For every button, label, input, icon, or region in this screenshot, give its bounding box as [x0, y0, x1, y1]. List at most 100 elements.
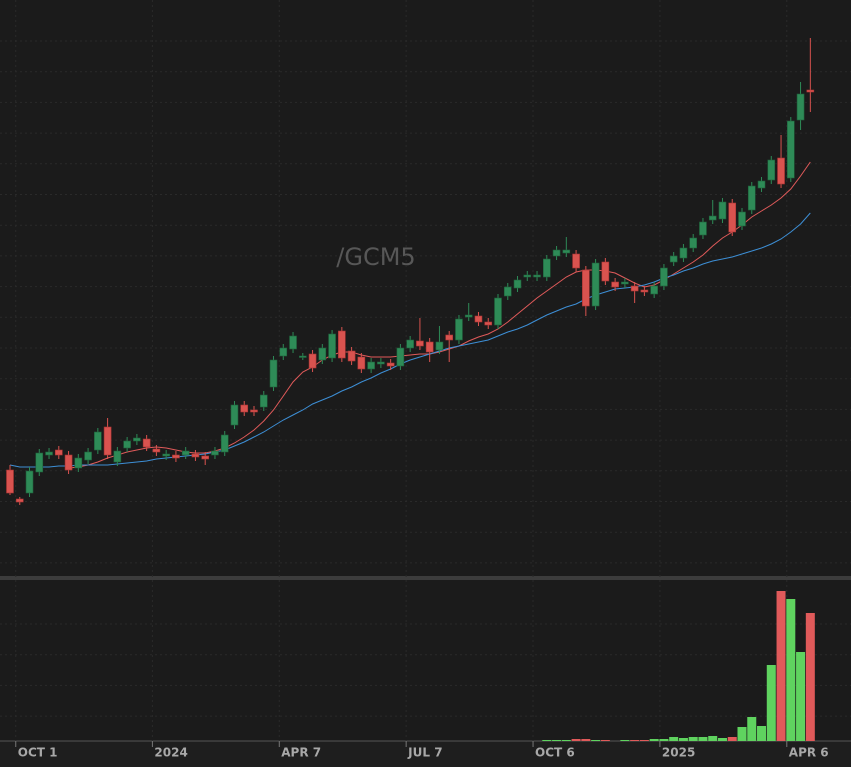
candle-body	[123, 440, 131, 449]
x-tick-label: APR 7	[281, 746, 321, 760]
volume-bar	[727, 737, 737, 741]
volume-bar	[737, 727, 747, 741]
volume-bar	[630, 740, 640, 741]
candle-body	[767, 159, 776, 181]
candle-body	[542, 258, 551, 278]
x-axis-band	[0, 741, 851, 767]
candle-body	[220, 434, 229, 453]
volume-bar	[747, 717, 757, 741]
candle-body	[796, 93, 805, 121]
volume-bar	[688, 737, 698, 741]
candle-body	[191, 453, 200, 458]
volume-bar	[698, 737, 708, 741]
candle-body	[211, 450, 219, 456]
volume-bar	[659, 739, 669, 741]
volume-bar	[620, 740, 630, 741]
candle-body	[455, 318, 463, 341]
volume-bar	[678, 738, 688, 741]
candle-body	[552, 249, 561, 257]
candle-body	[377, 361, 385, 365]
x-tick-label: OCT 1	[18, 746, 58, 760]
candle-body	[396, 347, 405, 367]
candle-body	[621, 281, 629, 285]
candle-body	[279, 347, 288, 357]
x-tick-label: OCT 6	[535, 746, 575, 760]
candle-body	[84, 451, 92, 461]
x-tick-label: 2025	[662, 746, 695, 760]
volume-bar	[542, 740, 552, 741]
candle-body	[250, 409, 258, 413]
candle-body	[630, 285, 639, 292]
candle-body	[718, 201, 727, 220]
candle-body	[35, 452, 44, 473]
candle-body	[230, 404, 239, 426]
volume-bar	[776, 591, 786, 741]
candle-body	[728, 202, 737, 233]
candle-body	[347, 350, 356, 362]
candle-body	[367, 361, 375, 370]
x-tick-label: JUL 7	[407, 746, 442, 760]
volume-bar	[669, 737, 679, 741]
watermark: /GCM5	[336, 243, 415, 271]
x-tick-label: 2024	[154, 746, 187, 760]
candle-body	[611, 281, 619, 288]
candle-body	[201, 455, 209, 460]
candle-body	[445, 334, 454, 341]
candle-body	[699, 221, 707, 236]
volume-bar	[600, 740, 610, 741]
candle-body	[582, 269, 590, 307]
candle-body	[708, 215, 717, 221]
volume-bar	[757, 726, 767, 741]
candle-body	[435, 341, 444, 351]
volume-bar	[796, 652, 806, 741]
candle-body	[386, 362, 395, 367]
volume-bar	[639, 740, 649, 741]
candle-body	[328, 333, 336, 359]
candle-body	[777, 157, 785, 185]
price-grid	[0, 40, 851, 717]
candle-body	[591, 262, 600, 307]
candle-body	[523, 274, 532, 278]
candle-body	[162, 453, 170, 457]
volume-bar	[766, 665, 776, 741]
candle-body	[474, 315, 483, 323]
candle-body	[289, 335, 297, 350]
candle-body	[152, 448, 161, 453]
volume-bar	[561, 740, 571, 741]
candle-body	[318, 347, 327, 361]
volume-bar	[805, 613, 815, 741]
moving-average-line	[9, 212, 811, 468]
volume-bar	[786, 599, 796, 741]
candle-body	[6, 469, 14, 494]
candle-body	[54, 449, 63, 456]
candle-body	[562, 249, 571, 254]
candle-body	[240, 404, 249, 413]
candle-body	[757, 180, 766, 189]
candle-body	[513, 279, 522, 289]
candle-body	[464, 314, 473, 318]
candle-body	[679, 247, 688, 259]
volume-bar	[581, 739, 591, 741]
pane-separator	[0, 576, 851, 580]
candle-body	[650, 285, 658, 295]
candle-body	[747, 185, 756, 211]
candle-body	[689, 237, 698, 249]
candle-body	[103, 426, 112, 456]
candle-body	[181, 450, 190, 456]
x-tick-label: APR 6	[789, 746, 829, 760]
candle-body	[660, 267, 668, 287]
candle-body	[572, 253, 580, 269]
candle-body	[172, 454, 180, 459]
candle-body	[406, 339, 414, 349]
candle-body	[786, 120, 795, 179]
volume-bar	[708, 736, 718, 741]
candle-body	[133, 437, 141, 442]
candle-body	[533, 274, 541, 278]
volume-bar	[552, 740, 562, 741]
candle-body	[503, 286, 512, 297]
candle-body	[738, 211, 746, 227]
candle-body	[142, 438, 151, 448]
